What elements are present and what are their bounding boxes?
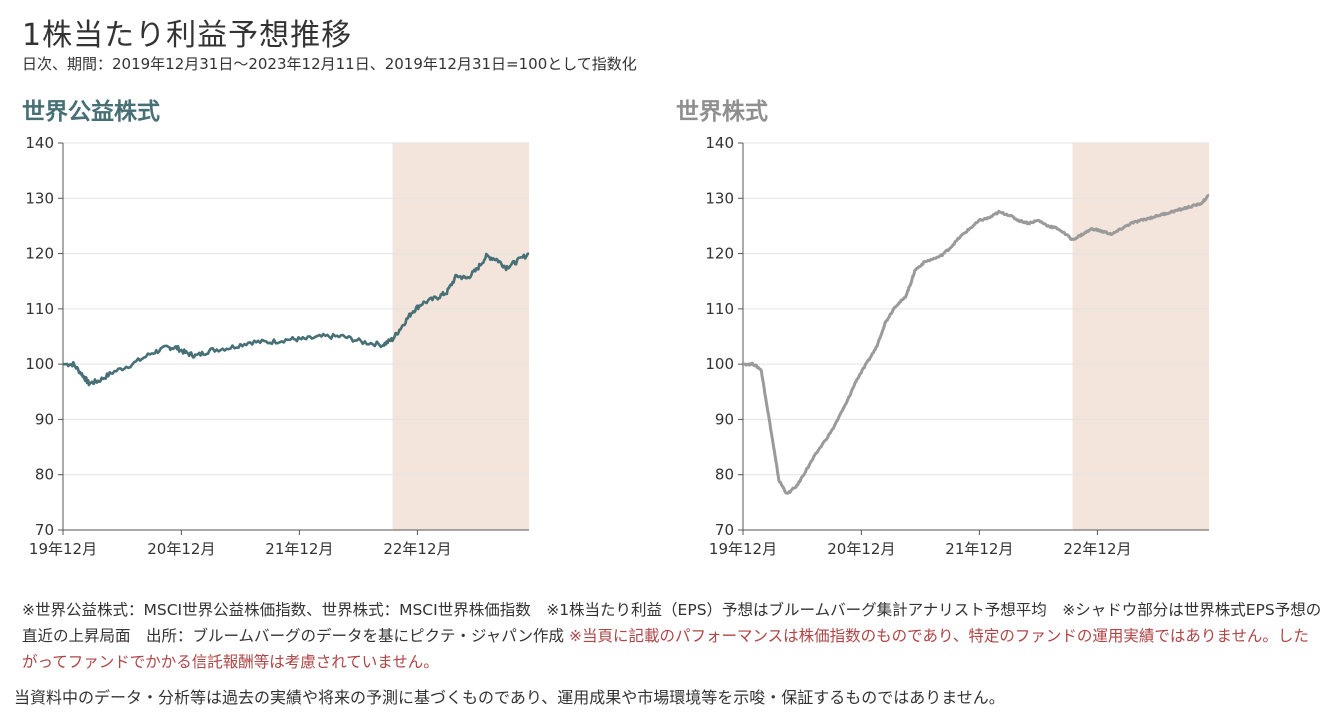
- x-tick-label: 21年12月: [265, 540, 333, 558]
- x-tick-label: 22年12月: [1063, 540, 1131, 558]
- right-chart-title: 世界株式: [676, 99, 768, 125]
- y-tick-label: 120: [705, 245, 734, 263]
- y-tick-label: 120: [25, 245, 54, 263]
- disclaimer: 当資料中のデータ・分析等は過去の実績や将来の予測に基づくものであり、運用成果や市…: [14, 688, 1005, 707]
- footnote-text: ※世界公益株式：MSCI世界公益株価指数、世界株式：MSCI世界株価指数 ※1株…: [22, 601, 1322, 645]
- x-tick-label: 20年12月: [147, 540, 215, 558]
- x-tick-label: 20年12月: [827, 540, 895, 558]
- series-line: [62, 252, 530, 387]
- y-tick-label: 70: [35, 521, 54, 539]
- shaded-region: [392, 143, 529, 530]
- y-tick-label: 100: [705, 355, 734, 373]
- series-line: [742, 193, 1210, 495]
- x-tick-label: 19年12月: [29, 540, 97, 558]
- y-tick-label: 90: [715, 410, 734, 428]
- y-tick-label: 110: [705, 300, 734, 318]
- x-tick-label: 19年12月: [709, 540, 777, 558]
- y-tick-label: 100: [25, 355, 54, 373]
- x-tick-label: 21年12月: [945, 540, 1013, 558]
- y-tick-label: 140: [705, 134, 734, 152]
- x-tick-label: 22年12月: [383, 540, 451, 558]
- page-subtitle: 日次、期間：2019年12月31日～2023年12月11日、2019年12月31…: [22, 55, 637, 73]
- utilities-eps-chart: 70 80 90 100 110 120 130 140 19年12月 20年12月 21年12月 2…: [25, 134, 530, 558]
- page-title: 1株当たり利益予想推移: [22, 18, 353, 53]
- world-equity-eps-chart: 70 80 90 100 110 120 130 140 19年12月 20年12月 21年12月 2…: [705, 134, 1210, 558]
- shaded-region: [1072, 143, 1209, 530]
- y-tick-label: 80: [35, 466, 54, 484]
- y-tick-label: 140: [25, 134, 54, 152]
- y-tick-label: 70: [715, 521, 734, 539]
- y-tick-label: 80: [715, 466, 734, 484]
- y-tick-label: 110: [25, 300, 54, 318]
- footnote-warning: ※当頁に記載のパフォーマンスは株価指数のものであり、特定のファンドの運用実績では…: [22, 627, 1309, 671]
- y-tick-label: 90: [35, 410, 54, 428]
- left-chart-title: 世界公益株式: [22, 99, 160, 125]
- footnotes: ※世界公益株式：MSCI世界公益株価指数、世界株式：MSCI世界株価指数 ※1株…: [22, 597, 1322, 675]
- y-tick-label: 130: [25, 189, 54, 207]
- y-tick-label: 130: [705, 189, 734, 207]
